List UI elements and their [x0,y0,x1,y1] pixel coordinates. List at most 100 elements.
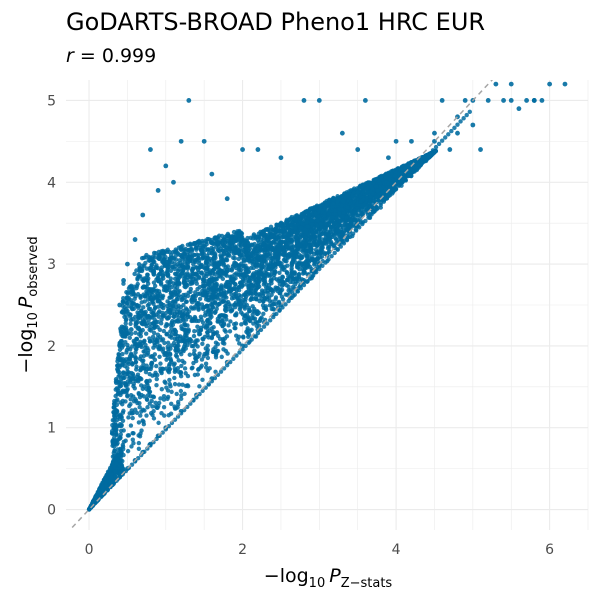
data-point [334,216,339,221]
data-point [176,292,181,298]
data-point [224,295,229,300]
data-point [141,358,146,363]
data-point [141,384,147,389]
data-point [234,333,239,338]
data-point [352,186,357,191]
data-point [223,270,228,276]
data-point [212,288,217,293]
data-point [137,395,143,400]
data-point [315,223,320,228]
data-point [169,389,174,395]
data-point [379,173,384,179]
data-point [158,321,164,326]
data-point [197,296,203,302]
data-point [142,263,147,269]
data-point [152,296,157,301]
data-point [239,284,244,289]
data-point [265,273,271,278]
data-point [168,352,173,357]
data-point [209,335,215,341]
data-point [182,322,187,327]
data-point [361,202,367,208]
data-point [281,223,286,229]
data-point [188,281,193,287]
data-point [135,275,140,281]
data-point [204,304,210,309]
data-point [378,205,383,210]
data-point [269,303,275,308]
data-point [296,262,301,267]
data-point [229,268,234,273]
data-point [332,250,337,256]
data-point [152,255,157,260]
data-point [273,260,278,266]
data-point [211,324,216,330]
data-point [131,431,136,436]
data-point [310,274,315,279]
data-point [268,251,273,256]
data-point [172,266,177,272]
data-point [324,240,329,245]
data-point [162,379,167,384]
data-point [117,436,123,441]
data-point [145,281,151,286]
data-point [276,247,282,253]
data-point [138,367,144,372]
data-point [151,409,156,414]
data-point [207,316,213,322]
data-point [301,268,306,274]
data-point [167,314,172,319]
data-point [170,318,175,324]
data-point [138,266,144,272]
data-point [365,212,371,217]
data-point [112,425,117,431]
data-point [154,277,159,282]
data-point [131,394,136,399]
data-point [267,318,273,323]
data-point [200,305,206,310]
data-point [130,415,135,421]
data-point [203,361,209,366]
data-point [141,255,146,261]
data-point [355,213,360,218]
data-point [136,390,141,396]
data-point [241,259,247,264]
data-point [141,349,146,354]
data-point [165,247,170,252]
data-point [335,229,340,235]
data-point [319,225,324,230]
data-point [304,224,310,229]
data-point [175,296,180,302]
data-point [217,233,222,238]
data-point [176,358,181,363]
data-point [160,430,165,435]
data-point [257,318,262,324]
data-point [262,249,268,255]
data-point [286,288,291,293]
data-point [364,191,369,196]
data-point [132,271,137,277]
data-point [253,319,259,325]
data-point [156,304,161,309]
data-point [225,240,231,245]
data-point [281,257,287,263]
data-point [210,270,216,276]
data-point [225,264,231,269]
data-point [263,285,269,290]
data-point [149,398,154,404]
data-point [119,324,125,329]
data-points [86,81,568,512]
data-point [236,256,241,262]
data-point [347,189,352,194]
data-point [368,199,373,204]
data-point [155,372,160,378]
data-point [198,325,204,331]
data-point [245,330,250,336]
data-point [237,350,242,355]
data-point [319,254,325,259]
data-point [139,428,144,433]
data-point [182,311,187,316]
data-point [269,288,275,293]
data-point [343,221,348,226]
data-point [141,339,147,344]
